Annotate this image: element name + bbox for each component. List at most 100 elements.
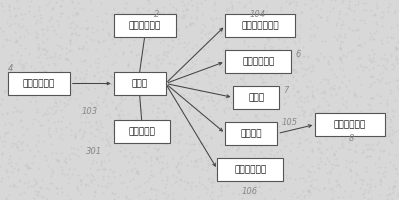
Point: [47, 182, 53, 185]
Point: [71, 167, 77, 171]
Point: [384, 115, 391, 118]
Point: [99, 19, 106, 22]
Point: [91, 177, 98, 180]
Point: [35, 191, 41, 194]
Point: [385, 6, 391, 9]
Point: [77, 7, 84, 10]
Point: [261, 45, 268, 49]
Point: [350, 92, 357, 95]
Point: [305, 54, 311, 57]
Point: [285, 21, 291, 24]
Point: [199, 12, 205, 15]
Point: [311, 23, 317, 27]
Point: [10, 184, 16, 187]
Point: [273, 172, 280, 175]
Point: [161, 22, 168, 25]
Point: [28, 89, 34, 92]
Point: [128, 154, 135, 158]
Point: [237, 95, 243, 98]
Point: [198, 142, 204, 145]
Point: [6, 67, 12, 70]
Point: [243, 90, 249, 93]
Point: [200, 23, 206, 26]
Point: [255, 122, 262, 125]
Point: [112, 72, 118, 75]
Point: [75, 46, 82, 49]
Point: [219, 30, 225, 33]
Point: [223, 96, 229, 99]
Point: [34, 108, 40, 111]
Point: [308, 70, 314, 73]
Point: [239, 104, 245, 107]
Point: [58, 119, 65, 122]
Point: [196, 129, 202, 132]
Point: [140, 6, 146, 9]
Point: [102, 167, 108, 170]
Point: [122, 20, 128, 23]
Point: [52, 64, 58, 67]
Point: [355, 0, 361, 2]
Point: [14, 146, 20, 149]
Point: [275, 21, 282, 24]
Point: [205, 31, 211, 34]
Point: [343, 99, 349, 102]
Point: [168, 48, 174, 51]
Point: [18, 62, 24, 65]
Point: [307, 184, 313, 188]
Point: [84, 28, 90, 31]
Point: [15, 7, 21, 10]
Point: [296, 136, 302, 140]
Point: [345, 50, 352, 54]
Point: [16, 178, 22, 181]
Point: [334, 36, 340, 39]
Point: [290, 74, 296, 78]
Point: [387, 2, 393, 5]
Point: [292, 69, 298, 72]
Point: [143, 30, 150, 33]
Point: [218, 130, 224, 134]
Point: [269, 162, 276, 165]
Point: [51, 62, 57, 65]
Point: [130, 26, 136, 29]
Point: [37, 185, 43, 188]
Point: [319, 0, 325, 2]
Point: [338, 26, 344, 29]
Point: [188, 0, 194, 2]
Point: [84, 107, 91, 111]
Point: [125, 63, 132, 66]
Point: [112, 106, 118, 109]
Point: [368, 82, 374, 85]
Point: [52, 80, 58, 83]
Point: [297, 166, 303, 169]
Point: [53, 151, 59, 155]
Point: [269, 95, 276, 98]
Point: [180, 14, 186, 17]
Point: [359, 1, 366, 4]
Point: [295, 104, 301, 107]
Point: [94, 15, 101, 18]
Point: [107, 74, 113, 77]
Point: [86, 120, 93, 124]
Point: [308, 183, 314, 186]
Point: [232, 173, 239, 176]
Point: [260, 198, 266, 200]
Point: [47, 143, 54, 146]
Point: [65, 82, 71, 86]
Point: [196, 136, 202, 140]
Point: [46, 93, 53, 96]
Point: [144, 0, 151, 2]
Point: [17, 81, 24, 84]
Point: [223, 6, 230, 9]
Point: [354, 112, 361, 115]
Point: [302, 2, 308, 6]
Point: [179, 112, 185, 115]
Point: [9, 64, 15, 67]
Point: [0, 102, 4, 105]
Point: [141, 190, 147, 194]
Point: [174, 141, 181, 144]
Point: [301, 114, 308, 117]
Point: [316, 146, 322, 149]
Point: [177, 157, 183, 160]
Text: 2: 2: [154, 10, 159, 19]
Point: [357, 43, 363, 46]
